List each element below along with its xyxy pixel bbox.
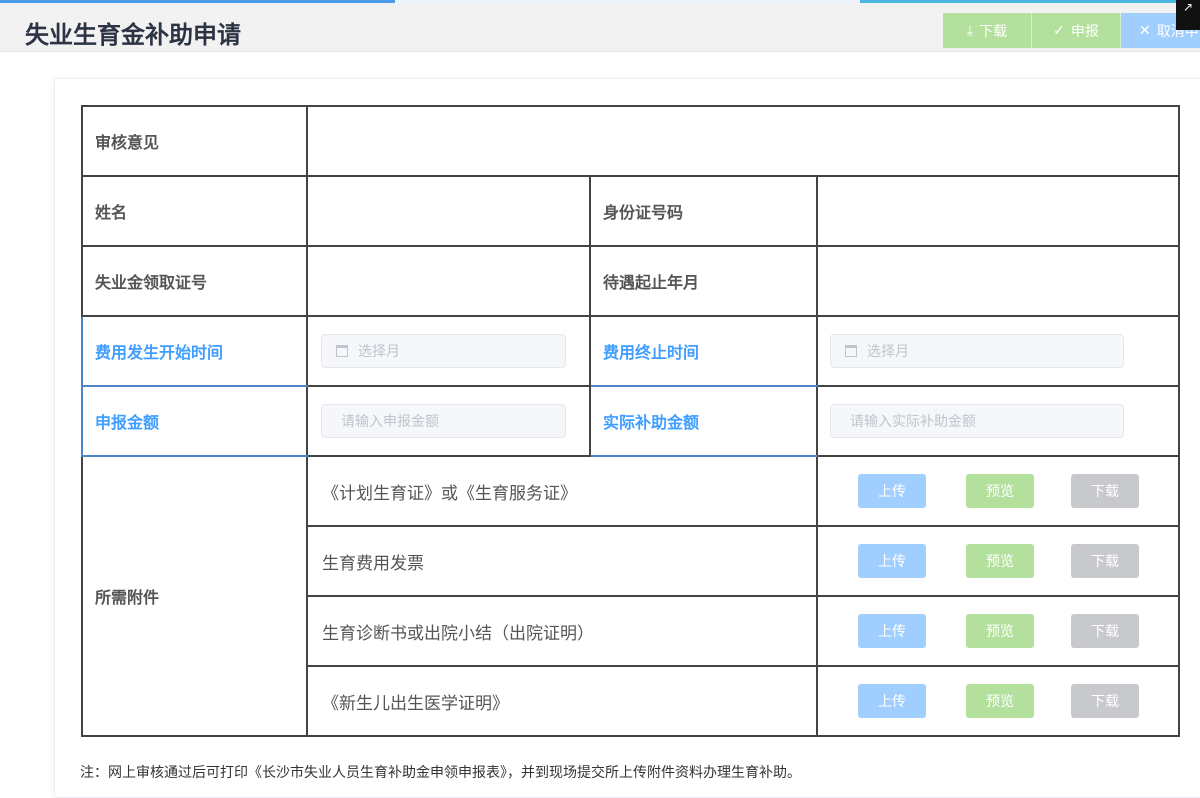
amount-input[interactable]: 请输入申报金额 — [321, 404, 566, 438]
start-month-picker[interactable]: 选择月 — [321, 334, 566, 368]
download-button[interactable]: 下载 — [1071, 614, 1139, 648]
preview-button[interactable]: 预览 — [966, 474, 1034, 508]
download-button[interactable]: 下载 — [1071, 684, 1139, 718]
close-icon: ✕ — [1139, 22, 1151, 38]
preview-button[interactable]: 预览 — [966, 544, 1034, 578]
review-label: 审核意见 — [81, 105, 308, 177]
attachments-label: 所需附件 — [81, 455, 308, 737]
upload-button[interactable]: 上传 — [858, 614, 926, 648]
end-month-picker[interactable]: 选择月 — [830, 334, 1124, 368]
period-value — [816, 245, 1180, 317]
attachment-name: 生育诊断书或出院小结（出院证明） — [306, 595, 818, 667]
end-month-label: 费用终止时间 — [589, 315, 818, 387]
upload-button[interactable]: 上传 — [858, 684, 926, 718]
amount-label: 申报金额 — [81, 385, 308, 457]
name-value — [306, 175, 591, 247]
preview-button[interactable]: 预览 — [966, 684, 1034, 718]
calendar-icon — [336, 345, 348, 357]
page-title: 失业生育金补助申请 — [25, 21, 241, 49]
actual-amount-input[interactable]: 请输入实际补助金额 — [830, 404, 1124, 438]
application-form-table: 审核意见 姓名 身份证号码 失业金领取证号 待遇起止年月 费用发生开始时间 选择月 … — [81, 105, 1180, 737]
submit-button[interactable]: ✓ 申报 — [1032, 13, 1121, 48]
upload-button[interactable]: 上传 — [858, 544, 926, 578]
cert-value — [306, 245, 591, 317]
download-icon: ⤓ — [966, 22, 974, 38]
download-button[interactable]: 下载 — [1071, 474, 1139, 508]
attachment-name: 《计划生育证》或《生育服务证》 — [306, 455, 818, 527]
id-label: 身份证号码 — [589, 175, 818, 247]
start-month-label: 费用发生开始时间 — [81, 315, 308, 387]
download-button[interactable]: 下载 — [1071, 544, 1139, 578]
cert-label: 失业金领取证号 — [81, 245, 308, 317]
download-button[interactable]: ⤓ 下载 — [943, 13, 1032, 48]
preview-button[interactable]: 预览 — [966, 614, 1034, 648]
actual-amount-label: 实际补助金额 — [589, 385, 818, 457]
review-value — [306, 105, 1180, 177]
id-value — [816, 175, 1180, 247]
check-icon: ✓ — [1053, 22, 1065, 38]
external-link-icon[interactable]: ↗ — [1176, 0, 1200, 30]
attachment-name: 生育费用发票 — [306, 525, 818, 597]
upload-button[interactable]: 上传 — [858, 474, 926, 508]
calendar-icon — [845, 345, 857, 357]
name-label: 姓名 — [81, 175, 308, 247]
footnote: 注：网上审核通过后可打印《长沙市失业人员生育补助金申领申报表》，并到现场提交所上… — [80, 765, 801, 781]
page-header: 失业生育金补助申请 ⤓下载 ✓申报 ✕取消申请 — [0, 3, 1200, 52]
period-label: 待遇起止年月 — [589, 245, 818, 317]
attachment-name: 《新生儿出生医学证明》 — [306, 665, 818, 737]
